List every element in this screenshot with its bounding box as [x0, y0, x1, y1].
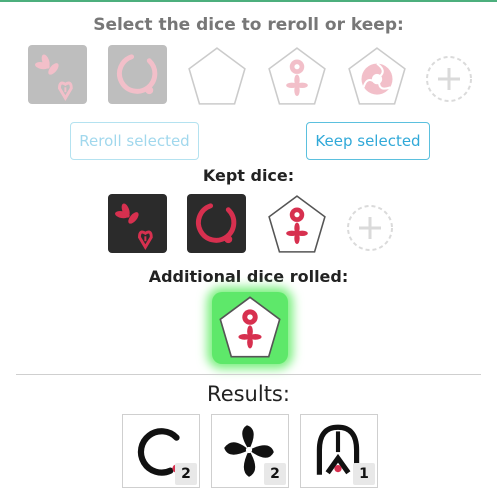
tomoe-pinwheel-icon [268, 195, 326, 253]
candidate-die-mitsudomoe[interactable] [346, 45, 408, 107]
add-die-icon [426, 56, 472, 102]
candidate-die-ring[interactable] [107, 45, 168, 104]
pinwheel-icon [224, 425, 274, 477]
kept-die-pinwheel-heart[interactable] [107, 194, 168, 253]
arch-arrow-icon [316, 424, 360, 475]
result-count: 1 [353, 463, 375, 485]
candidate-die-tomoe-pinwheel[interactable] [266, 45, 328, 107]
result-count: 2 [264, 463, 286, 485]
candidate-die-pinwheel-heart[interactable] [27, 45, 88, 104]
mitsudomoe-icon [348, 47, 406, 105]
additional-dice-title: Additional dice rolled: [148, 267, 349, 286]
kept-dice-title: Kept dice: [202, 166, 295, 185]
add-candidate-die-button[interactable] [425, 55, 473, 103]
candidate-die-blank[interactable] [186, 45, 248, 107]
result-arch-arrow: 1 [300, 414, 378, 488]
reroll-instructions-title: Select the dice to reroll or keep: [93, 15, 404, 35]
section-divider [16, 374, 481, 375]
ring-icon [187, 194, 246, 253]
add-die-icon [347, 205, 393, 251]
additional-die-tomoe-pinwheel[interactable] [217, 294, 283, 360]
top-accent-line [0, 0, 497, 2]
kept-die-tomoe-pinwheel[interactable] [266, 193, 328, 255]
add-kept-die-button[interactable] [346, 204, 394, 252]
blank-pentagon-icon [188, 47, 246, 105]
reroll-selected-button[interactable]: Reroll selected [70, 122, 199, 160]
result-pinwheel: 2 [211, 414, 289, 488]
result-count: 2 [175, 463, 197, 485]
pinwheel-heart-icon [28, 45, 87, 104]
result-ring: 2 [122, 414, 200, 488]
tomoe-pinwheel-icon [219, 296, 281, 358]
keep-selected-button[interactable]: Keep selected [306, 122, 430, 160]
pinwheel-heart-icon [108, 194, 167, 253]
kept-die-ring[interactable] [186, 194, 247, 253]
results-title: Results: [207, 382, 290, 406]
tomoe-pinwheel-icon [268, 47, 326, 105]
ring-icon [108, 45, 167, 104]
